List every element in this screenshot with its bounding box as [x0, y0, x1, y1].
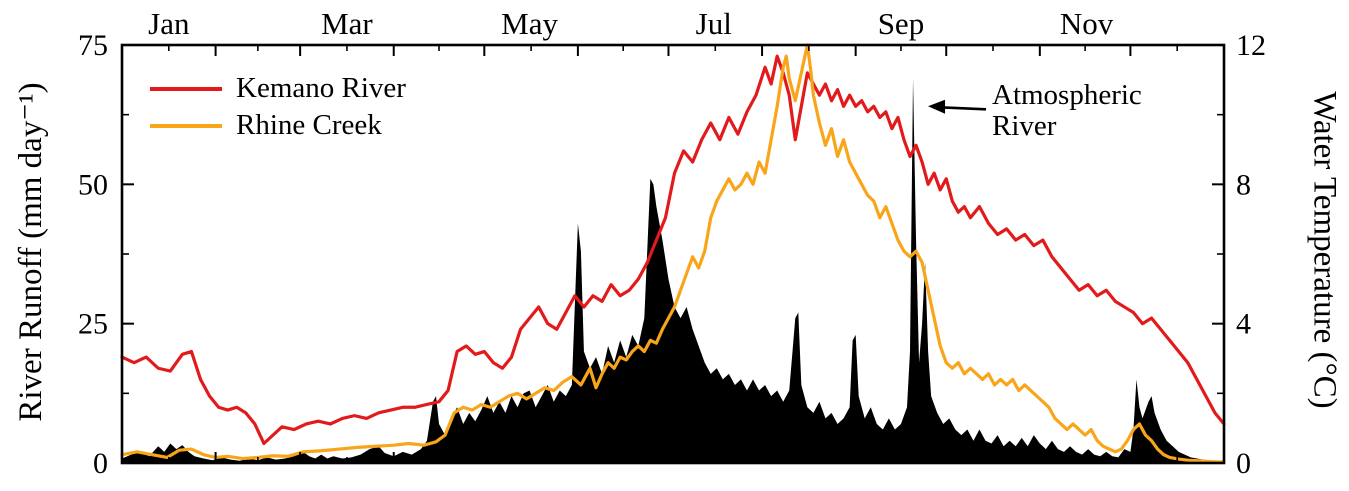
month-label: Nov: [1060, 6, 1114, 41]
month-label: May: [501, 6, 558, 41]
area-fill: [122, 78, 1224, 463]
left-axis-tick-label: 0: [93, 447, 108, 480]
legend: Kemano River Rhine Creek: [150, 70, 406, 144]
right-axis-tick-label: 0: [1236, 447, 1251, 480]
month-label: Sep: [878, 6, 925, 41]
right-axis-tick-label: 4: [1236, 308, 1251, 341]
legend-entry-kemano: Kemano River: [150, 70, 406, 107]
legend-swatch-rhine-line: [150, 123, 222, 128]
legend-swatch-kemano-line: [150, 86, 222, 91]
left-axis-tick-label: 25: [78, 308, 108, 341]
annotation-text-line2: River: [992, 110, 1057, 143]
month-label: Mar: [321, 6, 373, 41]
annotation-arrow-line: [939, 106, 987, 111]
rhine-line: [120, 43, 1226, 464]
left-axis-tick-label: 75: [78, 29, 108, 62]
month-label: Jul: [696, 6, 732, 41]
month-label: Jan: [148, 6, 190, 41]
left-axis-title: River Runoff (mm day⁻¹): [13, 82, 49, 422]
right-axis-tick-label: 8: [1236, 168, 1251, 201]
annotation-text-line1: Atmospheric: [992, 79, 1142, 111]
left-axis-tick-label: 50: [78, 168, 108, 201]
legend-label-rhine: Rhine Creek: [236, 109, 382, 141]
legend-label-kemano: Kemano River: [236, 72, 406, 104]
annotation-arrow-head: [928, 99, 946, 114]
kemano-line: [120, 54, 1226, 446]
right-axis-tick-label: 12: [1236, 29, 1266, 62]
annotation-atmospheric-river: Atmospheric River: [992, 79, 1142, 143]
right-axis-title: Water Temperature (°C): [1306, 91, 1343, 409]
legend-entry-rhine: Rhine Creek: [150, 107, 406, 144]
